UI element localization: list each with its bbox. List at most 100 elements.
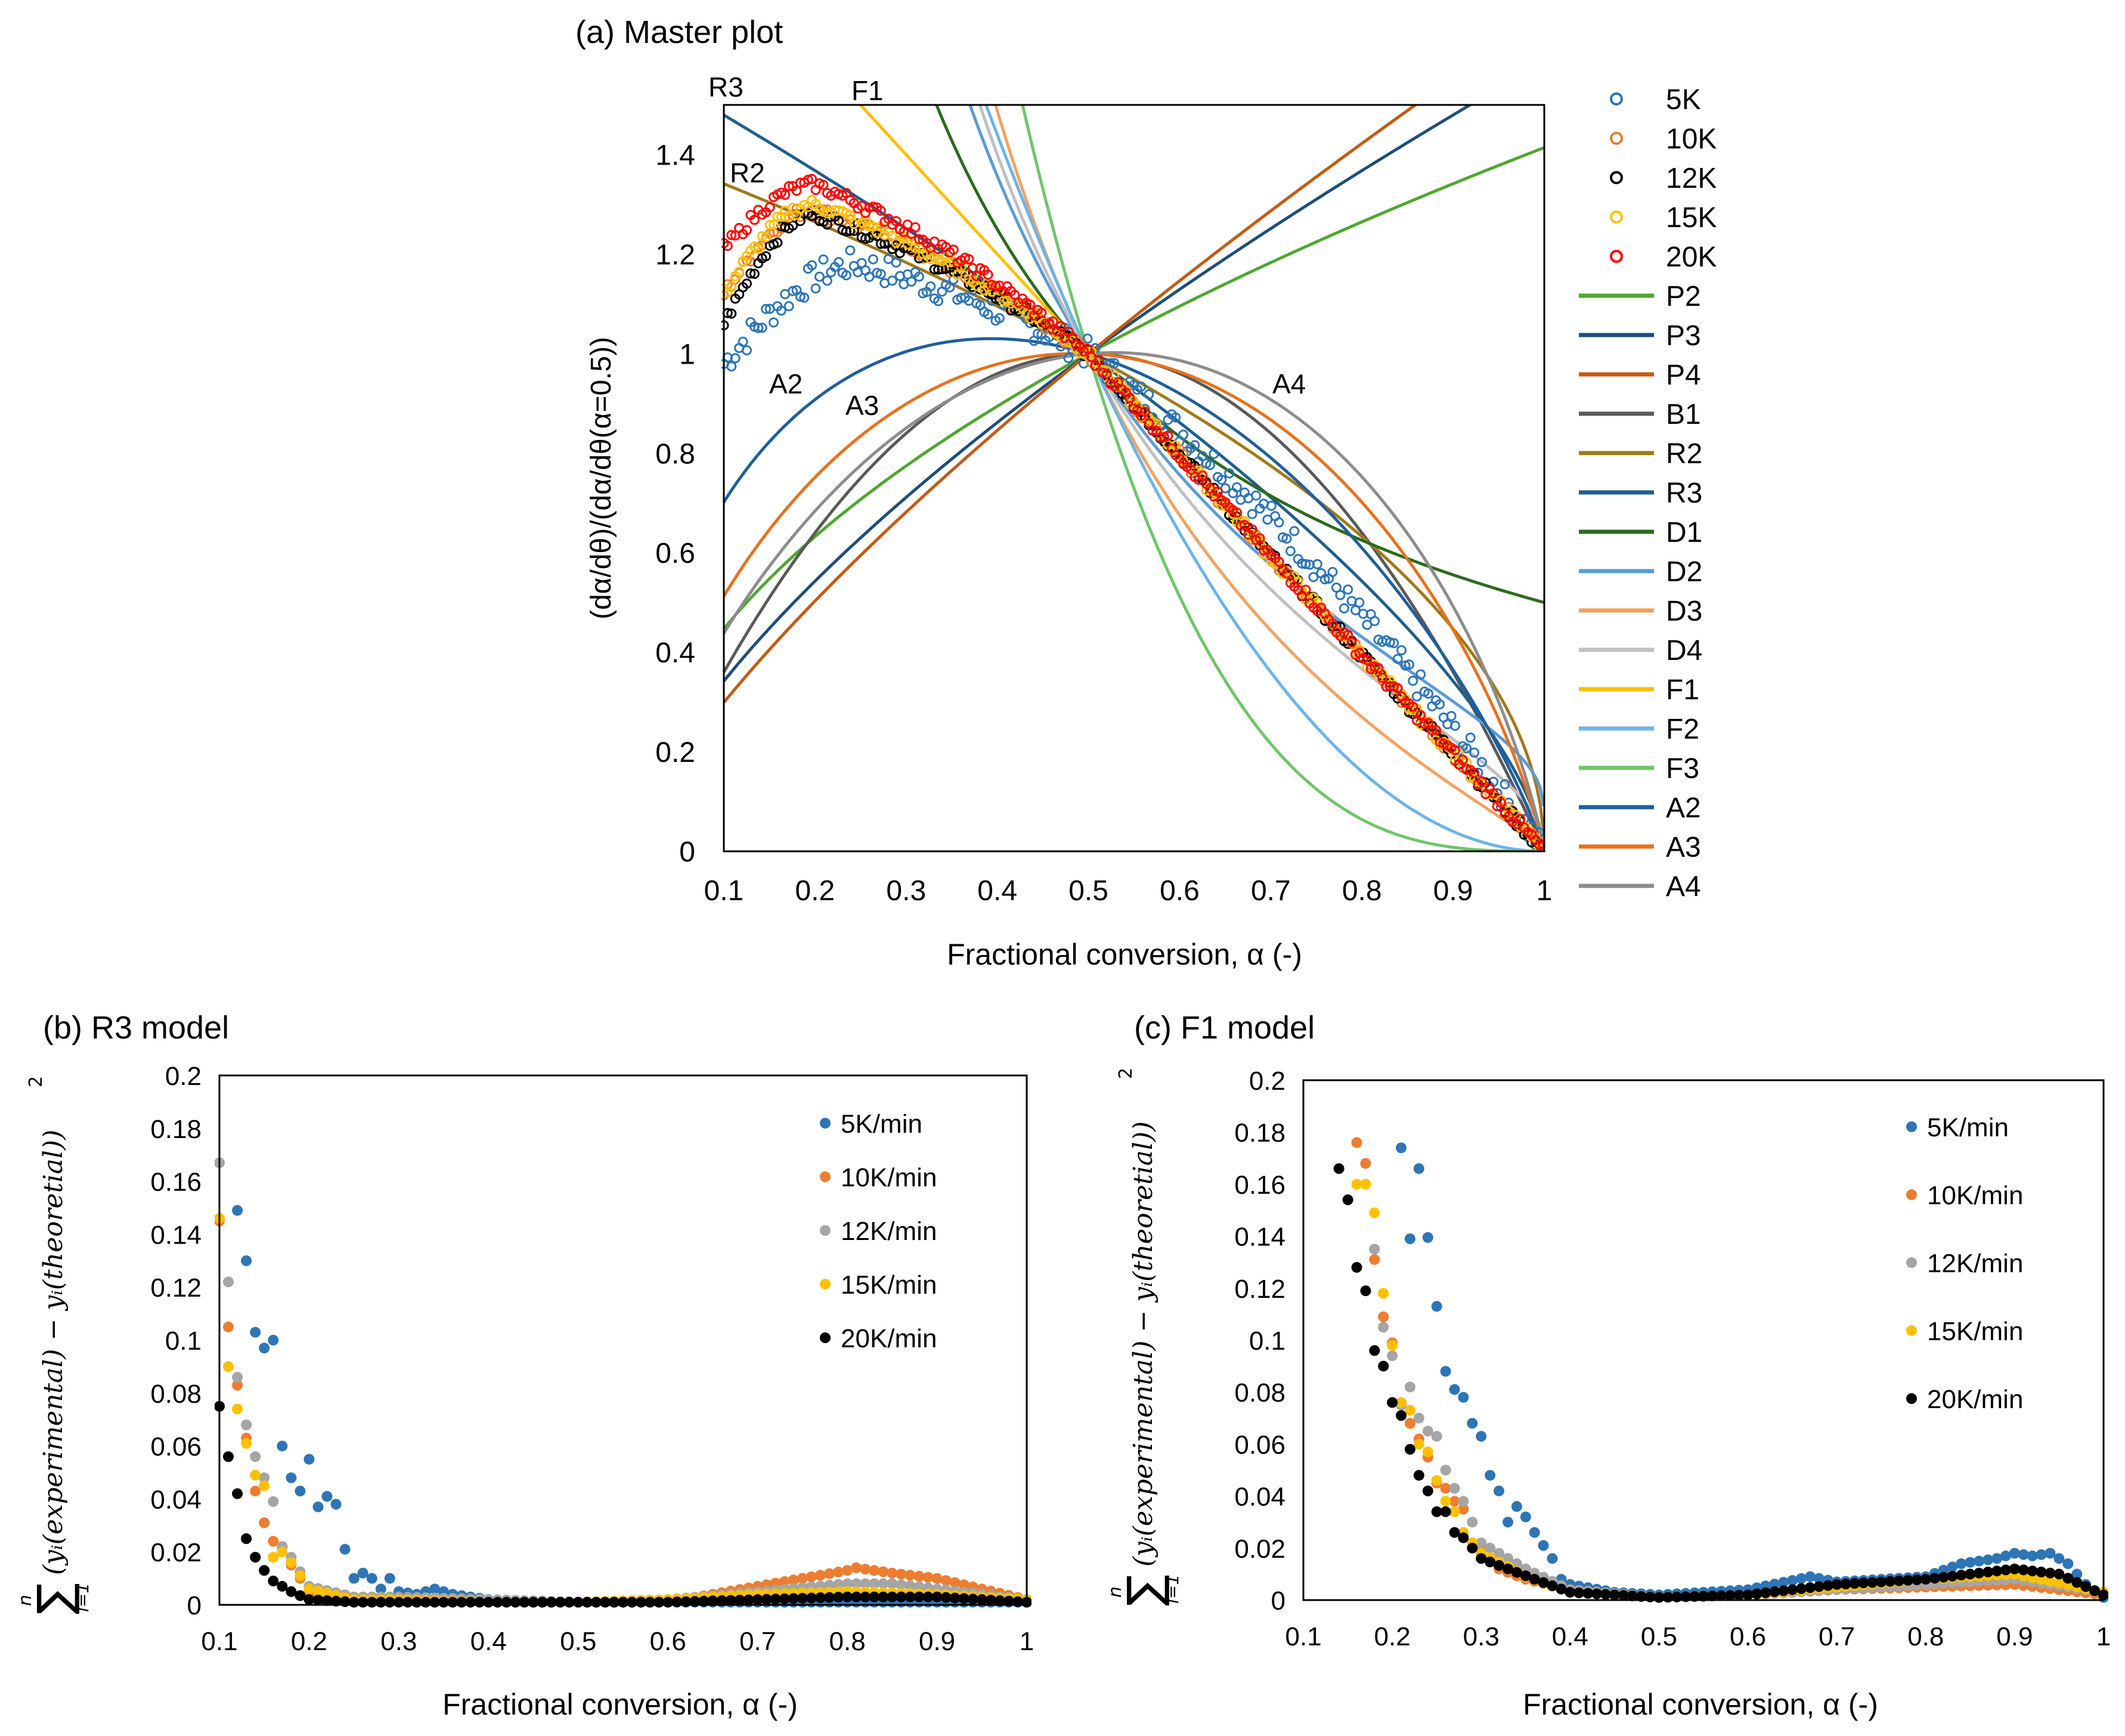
- data-point-20k-min: [1760, 1587, 1771, 1598]
- data-point-15k-min: [1422, 1446, 1433, 1458]
- master-point-20k: [1048, 316, 1058, 327]
- data-point-5k-min: [1494, 1485, 1504, 1496]
- data-point-5k-min: [1396, 1142, 1407, 1154]
- data-point-20k-min: [1831, 1579, 1842, 1590]
- legend-marker: [1610, 210, 1623, 224]
- master-point-20k: [1415, 710, 1426, 721]
- y-tick-label: 0: [1271, 1586, 1285, 1616]
- master-point-20k: [1247, 524, 1257, 535]
- master-point-5k: [1331, 582, 1342, 593]
- y-tick-label: 0.2: [1249, 1067, 1285, 1096]
- data-point-20k-min: [268, 1576, 279, 1586]
- master-point-20k: [1212, 486, 1223, 497]
- data-point-15k-min: [259, 1480, 270, 1492]
- legend-entry-a2: A2: [1579, 792, 1701, 824]
- master-point-20k: [764, 202, 775, 213]
- master-point-5k: [788, 286, 798, 296]
- master-point-20k: [1496, 798, 1506, 808]
- master-point-20k: [910, 222, 921, 232]
- master-point-20k: [1488, 788, 1499, 799]
- data-point-5k-min: [1422, 1232, 1433, 1243]
- data-point-20k-min: [922, 1591, 934, 1602]
- legend-entry-20k-min: 20K/min: [820, 1324, 937, 1353]
- data-point-10k-min: [259, 1517, 270, 1529]
- master-point-5k: [1281, 534, 1292, 544]
- data-point-20k-min: [1618, 1590, 1629, 1601]
- data-point-20k-min: [896, 1591, 907, 1602]
- data-point-20k-min: [1858, 1577, 1869, 1589]
- y-tick-label: 0: [679, 836, 695, 868]
- y-tick-label: 0.06: [1234, 1430, 1285, 1459]
- data-point-5k-min: [1769, 1579, 1780, 1590]
- master-point-5k: [1465, 732, 1476, 743]
- data-point-15k-min: [1404, 1405, 1415, 1416]
- master-point-5k: [1033, 328, 1043, 339]
- data-point-5k-min: [259, 1343, 270, 1354]
- legend-label: 10K: [1666, 123, 1717, 155]
- data-point-20k-min: [698, 1595, 710, 1607]
- x-tick-label: 0.9: [1433, 875, 1473, 907]
- master-point-5k: [1339, 603, 1349, 613]
- y-tick-label: 0.2: [165, 1062, 202, 1091]
- master-point-5k: [1136, 382, 1147, 392]
- y-tick-label: 0.18: [150, 1115, 202, 1144]
- data-point-20k-min: [1360, 1285, 1371, 1297]
- data-point-10k-min: [223, 1321, 234, 1332]
- y-tick-label: 0.18: [1234, 1118, 1285, 1148]
- master-point-20k: [948, 244, 959, 255]
- legend-entry-p3: P3: [1579, 320, 1701, 352]
- data-point-5k-min: [375, 1583, 386, 1595]
- data-point-20k-min: [770, 1594, 781, 1605]
- master-point-15k: [764, 219, 775, 230]
- data-point-20k-min: [1396, 1410, 1407, 1421]
- master-point-5k: [726, 361, 737, 372]
- data-point-20k-min: [330, 1595, 342, 1607]
- master-point-5k: [1232, 482, 1242, 492]
- data-point-20k-min: [1485, 1557, 1496, 1568]
- master-point-20k: [1450, 745, 1460, 755]
- data-point-12k-min: [1458, 1496, 1469, 1507]
- data-point-20k-min: [295, 1590, 306, 1601]
- y-tick-label: 0.02: [150, 1538, 202, 1567]
- data-point-20k-min: [2000, 1564, 2011, 1576]
- master-point-20k: [1476, 776, 1487, 787]
- data-point-20k-min: [1351, 1261, 1362, 1273]
- data-point-20k-min: [1467, 1542, 1478, 1554]
- data-point-15k-min: [2036, 1574, 2047, 1585]
- master-point-5k: [1170, 412, 1181, 423]
- data-point-15k-min: [2045, 1576, 2056, 1587]
- master-point-20k: [1067, 332, 1077, 342]
- master-point-20k: [1254, 533, 1265, 544]
- data-point-10k-min: [232, 1380, 243, 1391]
- data-point-5k-min: [2000, 1550, 2011, 1561]
- master-point-5k: [875, 269, 886, 280]
- data-point-20k-min: [994, 1595, 1005, 1606]
- x-tick-label: 0.4: [977, 875, 1017, 907]
- master-point-20k: [1515, 814, 1526, 824]
- data-point-15k-min: [277, 1546, 288, 1558]
- master-point-5k: [1411, 691, 1422, 702]
- y-tick-label: 0.08: [1234, 1378, 1285, 1408]
- data-point-20k-min: [1733, 1589, 1745, 1601]
- data-point-20k-min: [1822, 1580, 1833, 1591]
- data-point-20k-min: [1849, 1578, 1860, 1589]
- data-point-12k-min: [241, 1419, 252, 1431]
- data-point-20k-min: [312, 1595, 324, 1605]
- y-tick-label: 1.4: [655, 140, 695, 171]
- x-tick-label: 0.7: [1819, 1622, 1855, 1651]
- data-point-20k-min: [976, 1594, 987, 1605]
- master-point-5k: [944, 282, 955, 293]
- master-point-5k: [1251, 490, 1262, 501]
- data-point-20k-min: [1982, 1566, 1994, 1577]
- data-point-20k-min: [904, 1591, 916, 1602]
- legend-label: 20K/min: [841, 1324, 937, 1353]
- legend-label: R3: [1666, 478, 1702, 509]
- master-point-5k: [776, 305, 786, 316]
- data-point-12k-min: [1449, 1483, 1460, 1494]
- master-point-12k: [726, 308, 737, 319]
- legend-entry-a3: A3: [1579, 832, 1701, 863]
- legend-marker: [1610, 92, 1623, 106]
- master-point-15k: [753, 244, 764, 254]
- data-point-10k-min: [896, 1568, 907, 1580]
